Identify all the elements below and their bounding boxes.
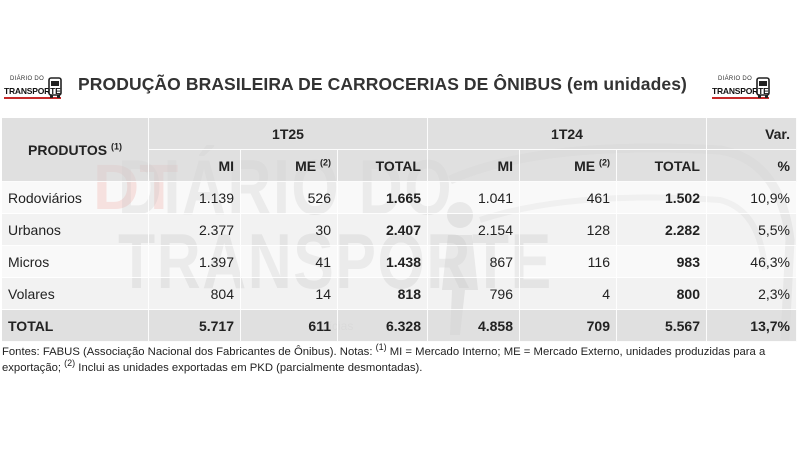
table-total-row: TOTAL 5.717 611 6.328 4.858 709 5.567 13… (2, 310, 797, 342)
header-period-1: 1T25 (149, 118, 428, 150)
header-pct: % (707, 150, 797, 182)
cell-total-25: 6.328 (338, 310, 428, 342)
cell-product: Rodoviários (2, 182, 149, 214)
cell-mi-24: 4.858 (428, 310, 520, 342)
bus-icon (48, 77, 62, 98)
footnote-note1-mark: (1) (375, 342, 387, 353)
cell-mi-24: 1.041 (428, 182, 520, 214)
production-table: PRODUTOS (1) 1T25 1T24 Var. MI ME (2) TO… (2, 118, 797, 342)
cell-me-25: 41 (241, 246, 338, 278)
table-row: Urbanos 2.377 30 2.407 2.154 128 2.282 5… (2, 214, 797, 246)
logo-right: DIÁRIO DO TRANSPORTE (712, 75, 770, 105)
logo-small-text: DIÁRIO DO (718, 76, 753, 82)
cell-mi-25: 804 (149, 278, 241, 310)
header-me-label: ME (574, 157, 596, 174)
cell-var: 13,7% (707, 310, 797, 342)
cell-mi-25: 1.397 (149, 246, 241, 278)
header-mi-25: MI (149, 150, 241, 182)
cell-total-24: 2.282 (617, 214, 707, 246)
cell-mi-25: 1.139 (149, 182, 241, 214)
header-me-25: ME (2) (241, 150, 338, 182)
cell-me-25: 611 (241, 310, 338, 342)
cell-me-25: 30 (241, 214, 338, 246)
cell-total-25: 2.407 (338, 214, 428, 246)
cell-mi-24: 2.154 (428, 214, 520, 246)
cell-var: 5,5% (707, 214, 797, 246)
cell-product: Volares (2, 278, 149, 310)
header-me-note: (2) (599, 156, 610, 167)
cell-total-25: 1.665 (338, 182, 428, 214)
header-me-24: ME (2) (520, 150, 617, 182)
footnote-note2-mark: (2) (64, 358, 76, 369)
header-me-note: (2) (320, 156, 331, 167)
cell-var: 46,3% (707, 246, 797, 278)
cell-var: 2,3% (707, 278, 797, 310)
cell-total-25: 818 (338, 278, 428, 310)
header-total-25: TOTAL (338, 150, 428, 182)
logo-main-text: TRANSPORTE (4, 86, 61, 99)
cell-product: Urbanos (2, 214, 149, 246)
cell-product: Micros (2, 246, 149, 278)
page-title: PRODUÇÃO BRASILEIRA DE CARROCERIAS DE ÔN… (78, 74, 687, 94)
header-total-24: TOTAL (617, 150, 707, 182)
cell-total-24: 1.502 (617, 182, 707, 214)
cell-total-24: 983 (617, 246, 707, 278)
footnote-part1: Fontes: FABUS (Associação Nacional dos F… (2, 346, 376, 358)
cell-mi-24: 796 (428, 278, 520, 310)
cell-var: 10,9% (707, 182, 797, 214)
cell-me-24: 4 (520, 278, 617, 310)
table-header-row: PRODUTOS (1) 1T25 1T24 Var. (2, 118, 797, 182)
footnote: Fontes: FABUS (Associação Nacional dos F… (2, 342, 798, 376)
header-produtos-label: PRODUTOS (28, 141, 108, 158)
footnote-part2: MI = Mercado Interno; ME = Mercado Exter… (2, 346, 766, 374)
logo-small-text: DIÁRIO DO (10, 76, 45, 82)
cell-total-25: 1.438 (338, 246, 428, 278)
header-produtos: PRODUTOS (1) (2, 118, 149, 182)
cell-me-25: 526 (241, 182, 338, 214)
cell-product: TOTAL (2, 310, 149, 342)
header-var: Var. (707, 118, 797, 150)
cell-total-24: 5.567 (617, 310, 707, 342)
header-me-label: ME (295, 157, 317, 174)
cell-me-24: 461 (520, 182, 617, 214)
table-subheader-row: MI ME (2) TOTAL MI ME (2) TOTAL % (2, 150, 797, 182)
header-period-2: 1T24 (428, 118, 707, 150)
cell-me-24: 709 (520, 310, 617, 342)
table-row: Rodoviários 1.139 526 1.665 1.041 461 1.… (2, 182, 797, 214)
cell-total-24: 800 (617, 278, 707, 310)
footnote-part3: Inclui as unidades exportadas em PKD (pa… (75, 362, 423, 374)
header-mi-24: MI (428, 150, 520, 182)
logo-main-text: TRANSPORTE (712, 86, 769, 99)
logo-left: DIÁRIO DO TRANSPORTE (4, 75, 62, 105)
cell-me-24: 116 (520, 246, 617, 278)
cell-me-24: 128 (520, 214, 617, 246)
table-row: Volares 804 14 818 796 4 800 2,3% (2, 278, 797, 310)
header-produtos-note: (1) (110, 140, 122, 151)
cell-mi-25: 2.377 (149, 214, 241, 246)
cell-mi-24: 867 (428, 246, 520, 278)
bus-icon (756, 77, 770, 98)
cell-mi-25: 5.717 (149, 310, 241, 342)
table-row: Micros 1.397 41 1.438 867 116 983 46,3% (2, 246, 797, 278)
cell-me-25: 14 (241, 278, 338, 310)
